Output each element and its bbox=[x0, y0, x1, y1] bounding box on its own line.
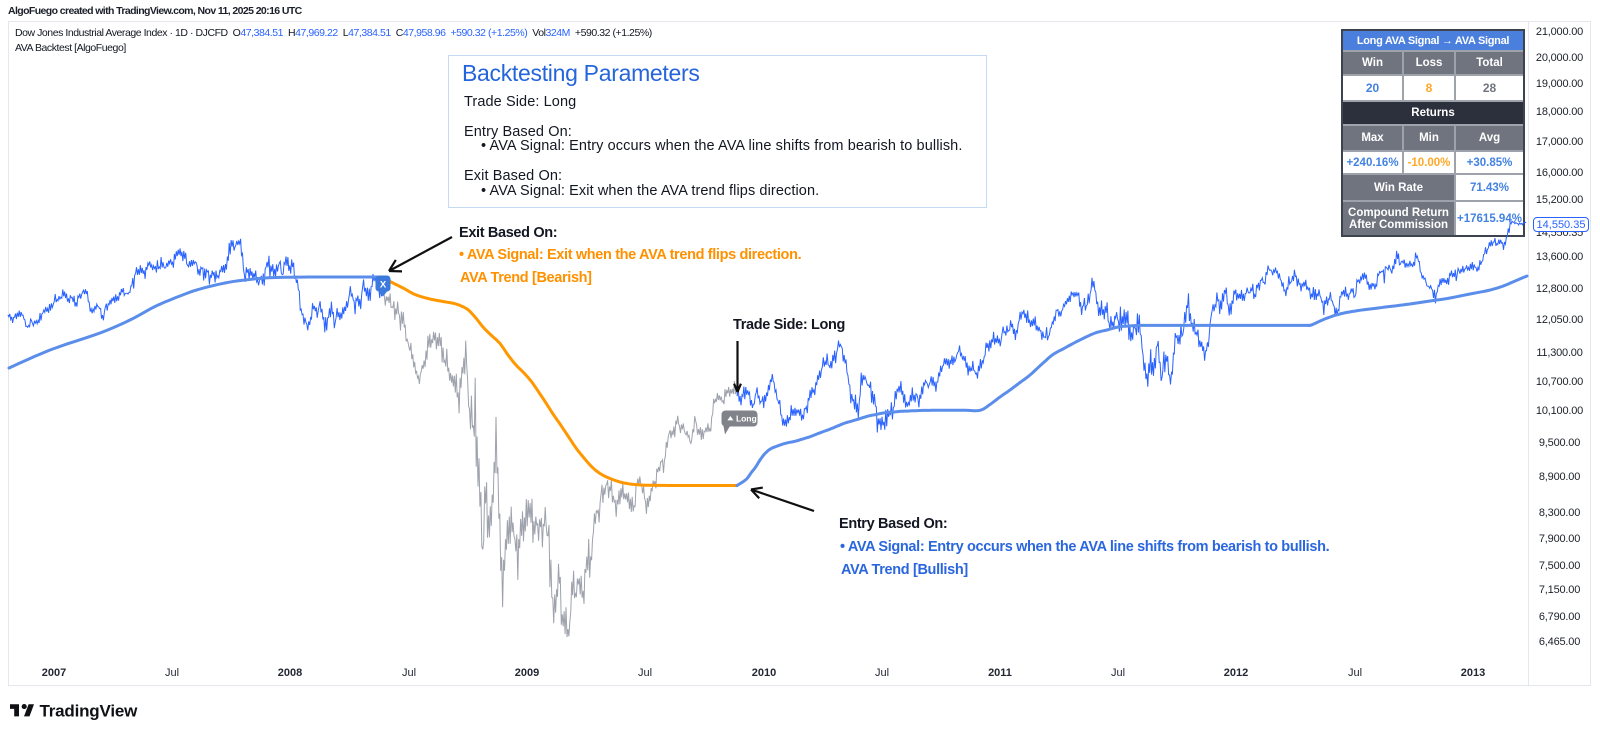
svg-text:Long: Long bbox=[736, 413, 757, 423]
svg-text:X: X bbox=[380, 280, 387, 291]
svg-text:TradingView: TradingView bbox=[40, 704, 139, 721]
